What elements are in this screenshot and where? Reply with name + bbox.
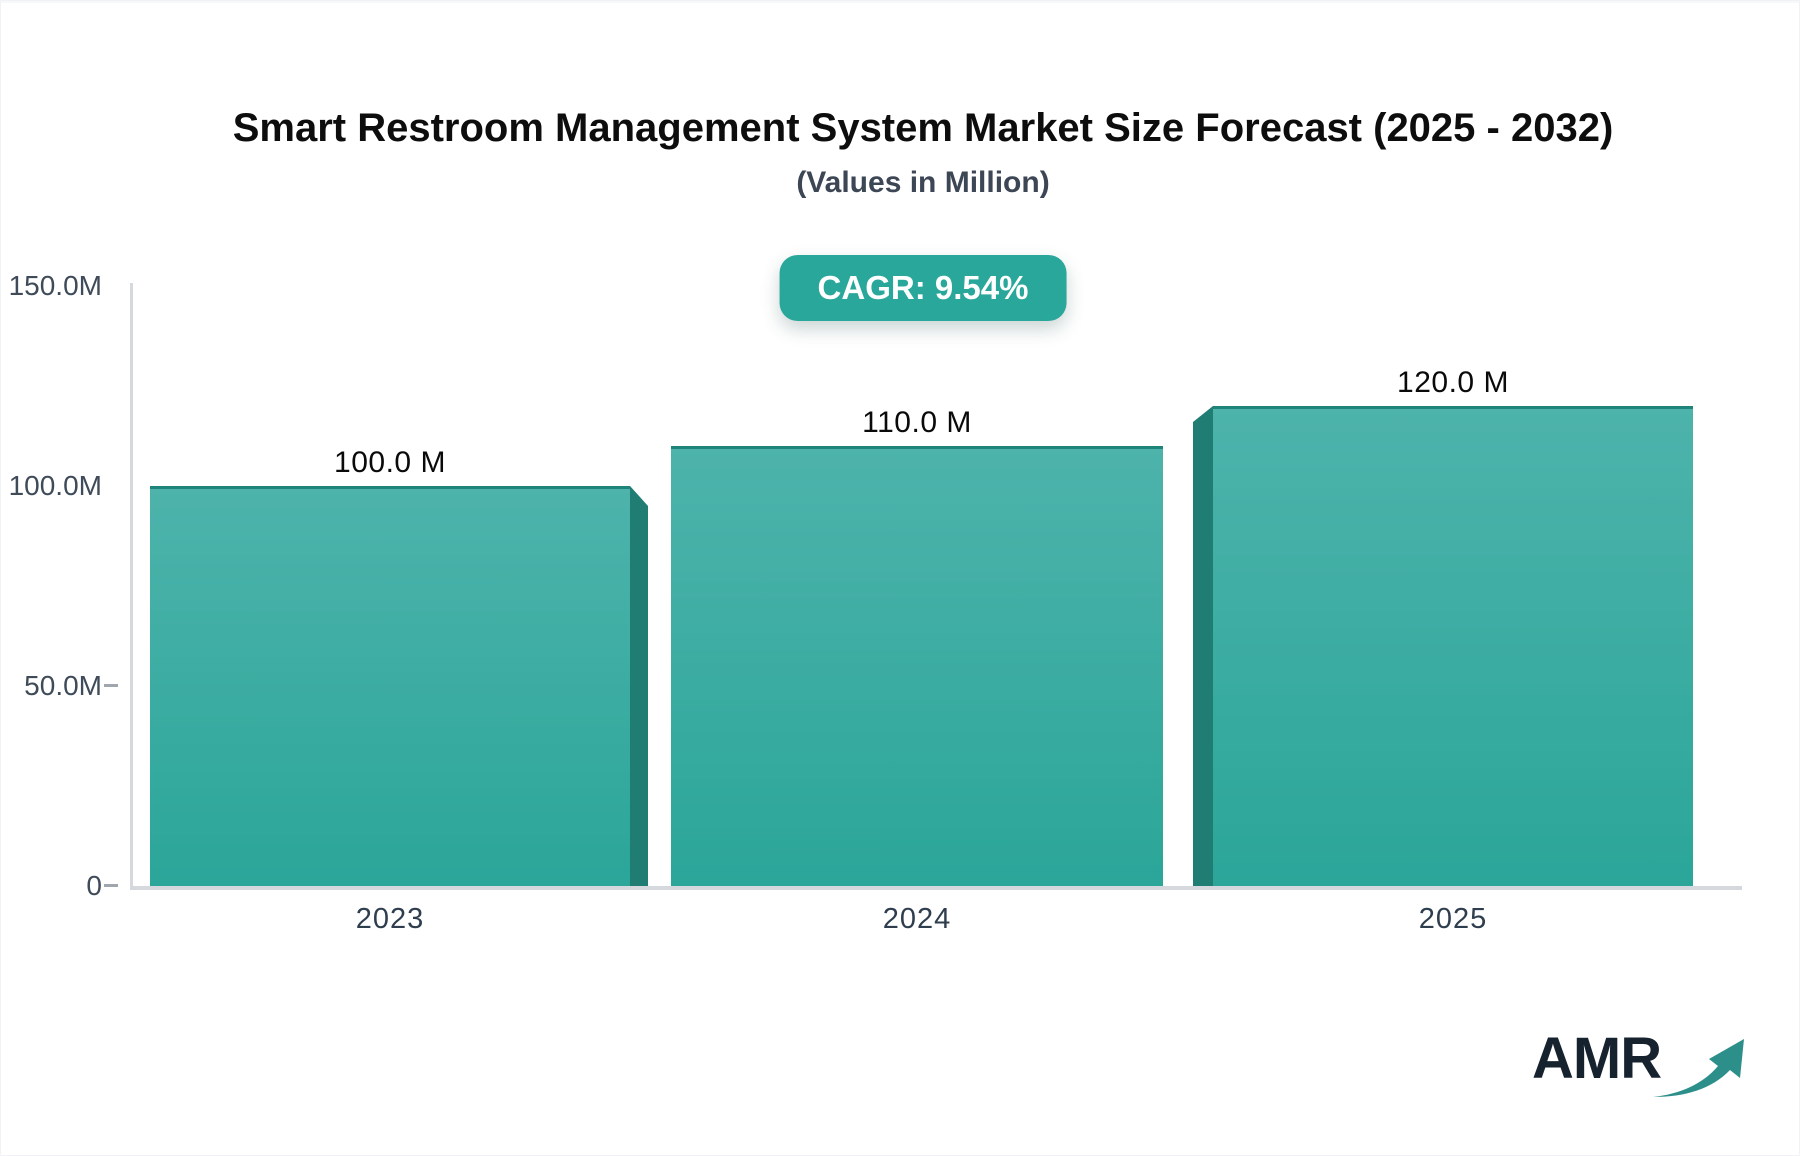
x-axis-label: 2024 <box>882 903 952 935</box>
y-axis-tick-label: 0 <box>86 870 102 901</box>
y-axis-tick-mark <box>104 884 118 887</box>
amr-logo-text: AMR <box>1532 1026 1662 1091</box>
bar-value-label: 120.0 M <box>1397 366 1509 399</box>
cagr-badge: CAGR: 9.54% <box>779 255 1067 321</box>
bar-side-face <box>630 486 648 886</box>
bar-side-face <box>1193 406 1213 886</box>
bar-2024 <box>671 446 1163 886</box>
y-axis-tick-label: 150.0M <box>8 270 102 301</box>
bar-2023 <box>150 486 630 886</box>
x-axis-line <box>130 886 1742 890</box>
bar-value-label: 100.0 M <box>334 446 446 479</box>
y-axis-line <box>130 283 133 890</box>
growth-arrow-icon <box>1653 1039 1745 1097</box>
chart-subtitle: (Values in Million) <box>796 166 1050 199</box>
y-axis-tick-label: 100.0M <box>8 470 102 501</box>
amr-logo: AMR <box>1532 1030 1749 1100</box>
bar-value-label: 110.0 M <box>862 406 972 439</box>
y-axis-tick-label: 50.0M <box>24 670 102 701</box>
x-axis-label: 2025 <box>1418 903 1488 935</box>
y-axis-tick-mark <box>104 684 118 687</box>
chart-title: Smart Restroom Management System Market … <box>232 106 1614 150</box>
bar-2025 <box>1213 406 1693 886</box>
x-axis-label: 2023 <box>355 903 425 935</box>
